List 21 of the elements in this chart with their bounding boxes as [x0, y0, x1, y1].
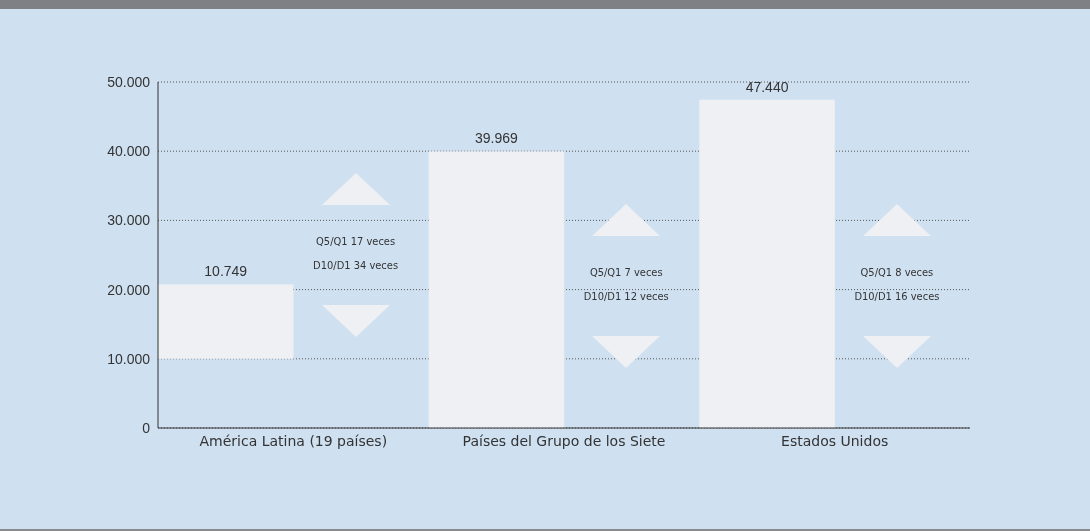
annotation: D10/D1 12 veces: [582, 290, 670, 304]
data-label: 47.440: [745, 78, 789, 95]
x-tick-label: Países del Grupo de los Siete: [462, 432, 666, 449]
y-tick-label: 30.000: [107, 212, 151, 229]
y-tick-label: 40.000: [107, 143, 151, 160]
bar: [699, 99, 835, 428]
annotation: Q5/Q1 17 veces: [315, 235, 397, 248]
annotation: D10/D1 34 veces: [312, 259, 400, 272]
data-label: 39.969: [475, 130, 519, 147]
annotation: Q5/Q1 7 veces: [588, 266, 664, 280]
y-tick-label: 20.000: [107, 281, 151, 298]
data-label: 10.749: [204, 263, 248, 280]
y-tick-label: 50.000: [107, 73, 151, 90]
x-tick-label: América Latina (19 países): [199, 432, 388, 449]
annotation: Q5/Q1 8 veces: [859, 266, 935, 280]
annotation: D10/D1 16 veces: [853, 290, 941, 304]
bar: [158, 284, 294, 359]
y-tick-label: 0: [142, 419, 151, 436]
y-tick-label: 10.000: [107, 350, 151, 367]
bar: [428, 151, 565, 428]
x-tick-label: Estados Unidos: [781, 432, 889, 449]
